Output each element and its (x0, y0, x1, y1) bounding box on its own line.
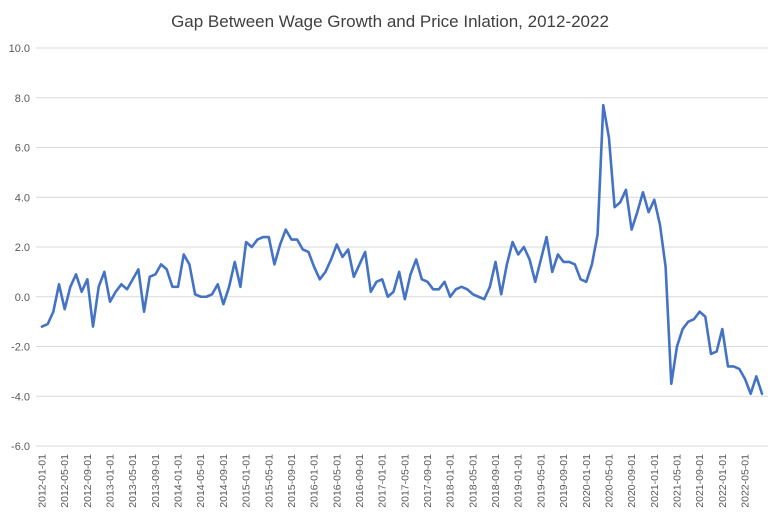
series-layer (40, 103, 764, 396)
x-tick-label: 2017-09-01 (422, 454, 434, 508)
x-tick-label: 2022-05-01 (739, 454, 751, 508)
x-tick-label: 2014-01-01 (173, 454, 185, 508)
x-tick-label: 2021-05-01 (671, 454, 683, 508)
y-tick-label: -6.0 (11, 441, 30, 453)
x-tick-label: 2018-05-01 (467, 454, 479, 508)
x-tick-label: 2022-01-01 (717, 454, 729, 508)
x-tick-label: 2020-09-01 (626, 454, 638, 508)
y-tick-label: 8.0 (15, 93, 30, 105)
y-tick-label: 4.0 (15, 192, 30, 204)
x-axis-ticks: 2012-01-01 2012-05-01 2012-09-01 2013-01-01… (37, 454, 752, 508)
x-tick-label: 2015-01-01 (241, 454, 253, 508)
x-tick-label: 2014-09-01 (218, 454, 230, 508)
x-tick-label: 2019-01-01 (513, 454, 525, 508)
x-tick-label: 2020-01-01 (581, 454, 593, 508)
x-tick-label: 2021-01-01 (649, 454, 661, 508)
x-tick-label: 2012-01-01 (37, 454, 49, 508)
x-tick-label: 2013-05-01 (127, 454, 139, 508)
y-tick-label: 10.0 (9, 43, 30, 55)
x-tick-label: 2014-05-01 (195, 454, 207, 508)
y-tick-label: 6.0 (15, 143, 30, 155)
x-tick-label: 2018-09-01 (490, 454, 502, 508)
x-tick-label: 2012-09-01 (82, 454, 94, 508)
x-tick-label: 2017-05-01 (399, 454, 411, 508)
x-tick-label: 2019-09-01 (558, 454, 570, 508)
x-tick-label: 2016-01-01 (309, 454, 321, 508)
gridlines (36, 47, 768, 447)
x-tick-label: 2012-05-01 (59, 454, 71, 508)
chart-title: Gap Between Wage Growth and Price Inlati… (171, 12, 609, 31)
x-tick-label: 2020-05-01 (603, 454, 615, 508)
series-line (40, 103, 764, 396)
y-tick-label: -4.0 (11, 391, 30, 403)
x-tick-label: 2021-09-01 (694, 454, 706, 508)
y-axis-ticks: 10.0 8.0 6.0 4.0 2.0 0.0 -2.0 -4.0 -6.0 (9, 43, 30, 453)
x-tick-label: 2016-05-01 (331, 454, 343, 508)
x-tick-label: 2013-09-01 (150, 454, 162, 508)
x-tick-label: 2013-01-01 (105, 454, 117, 508)
x-tick-label: 2018-01-01 (445, 454, 457, 508)
y-tick-label: 0.0 (15, 292, 30, 304)
y-tick-label: -2.0 (11, 342, 30, 354)
y-tick-label: 2.0 (15, 242, 30, 254)
x-tick-label: 2016-09-01 (354, 454, 366, 508)
x-tick-label: 2019-05-01 (535, 454, 547, 508)
x-tick-label: 2015-09-01 (286, 454, 298, 508)
x-tick-label: 2017-01-01 (377, 454, 389, 508)
x-tick-label: 2015-05-01 (263, 454, 275, 508)
